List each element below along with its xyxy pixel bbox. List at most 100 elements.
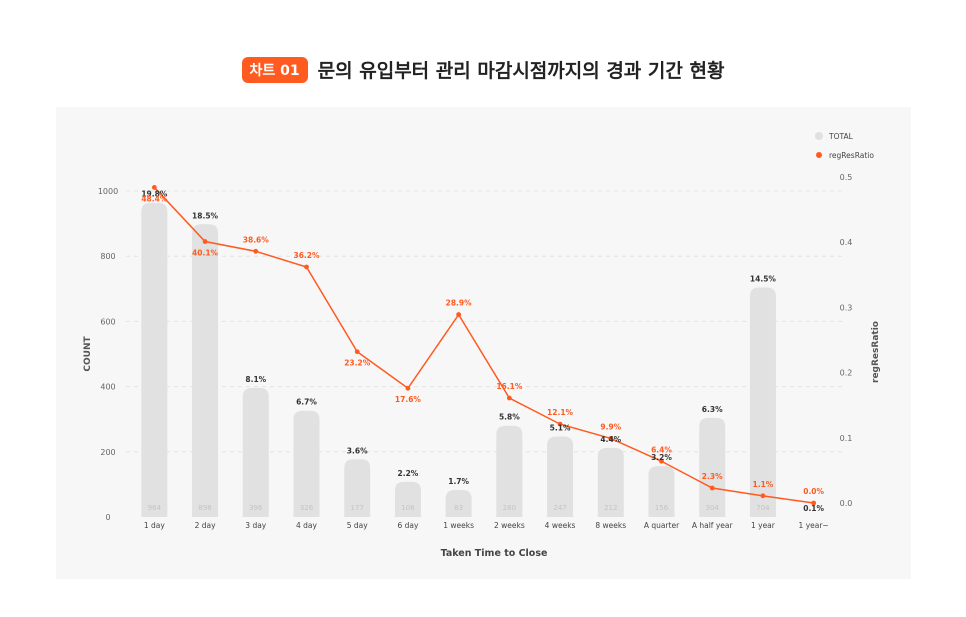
y-tick-label: 1000 <box>98 187 118 196</box>
bar-percent-label: 5.8% <box>499 413 520 422</box>
bar-value-label: 280 <box>503 504 516 512</box>
ratio-point <box>253 248 259 254</box>
bar-percent-label: 0.1% <box>803 504 824 513</box>
legend-label-ratio: regResRatio <box>829 151 874 160</box>
legend-marker-ratio <box>816 152 822 158</box>
x-tick-label: 2 day <box>195 521 217 530</box>
bar-value-label: 964 <box>148 504 162 512</box>
ratio-point <box>456 312 462 317</box>
y-tick-label: 200 <box>100 448 115 457</box>
bar <box>192 224 219 517</box>
label-layer: 964 19.8% 898 18.5% 396 8.1% 326 6.7% 177 3.6% 108… <box>141 190 824 513</box>
grid-layer <box>126 190 846 453</box>
chart-title: 문의 유입부터 관리 마감시점까지의 경과 기간 현황 <box>317 60 725 82</box>
ratio-label: 38.6% <box>243 235 270 244</box>
bar-value-label: 212 <box>604 504 617 512</box>
x-tick-label: 2 weeks <box>494 521 525 530</box>
bar-value-label: 177 <box>351 504 364 512</box>
y-tick-label: 800 <box>100 252 115 261</box>
y2-tick-label: 0.5 <box>840 173 853 182</box>
ratio-point <box>709 485 715 491</box>
bar <box>394 481 421 517</box>
ratio-point <box>151 185 157 190</box>
x-tick-label: 4 weeks <box>545 521 576 530</box>
x-tick-label: 8 weeks <box>595 521 626 530</box>
ratio-point <box>202 239 208 244</box>
bar-value-label: 108 <box>401 504 414 512</box>
bar <box>293 410 320 517</box>
legend-item-ratio: regResRatio <box>816 151 874 160</box>
bar-percent-label: 4.4% <box>600 435 621 444</box>
ratio-point <box>405 385 411 391</box>
combo-chart: 964 19.8% 898 18.5% 396 8.1% 326 6.7% 177 3.6% 108… <box>83 132 881 559</box>
ratio-label: 9.9% <box>600 422 621 431</box>
ratio-point <box>760 493 766 499</box>
ratio-label: 23.2% <box>344 359 371 368</box>
bar-value-label: 247 <box>553 504 566 512</box>
ratio-point <box>608 436 614 441</box>
chart-title-row: 차트 01 문의 유입부터 관리 마감시점까지의 경과 기간 현황 <box>0 56 966 83</box>
chart-number-badge: 차트 01 <box>241 56 308 83</box>
bar <box>496 425 523 517</box>
bar <box>141 202 168 517</box>
line-layer <box>151 185 817 506</box>
bar <box>597 447 624 517</box>
y-tick-label: 0 <box>105 513 110 522</box>
y2-tick-label: 0.4 <box>840 238 853 247</box>
bar-layer <box>141 202 776 517</box>
ratio-line <box>153 186 814 504</box>
ratio-label: 6.4% <box>651 445 672 454</box>
x-tick-label: 1 year~ <box>799 521 829 530</box>
ratio-label: 0.0% <box>803 487 824 496</box>
ratio-label: 48.4% <box>141 194 168 203</box>
x-tick-label: 1 weeks <box>443 521 474 530</box>
bar-value-label: 326 <box>300 504 314 512</box>
bar-percent-label: 14.5% <box>750 274 777 283</box>
x-axis-title: Taken Time to Close <box>441 548 548 559</box>
x-tick-label: 4 day <box>296 521 318 530</box>
bar <box>242 387 269 517</box>
bar-percent-label: 8.1% <box>245 375 266 384</box>
y-tick-label: 600 <box>100 317 115 326</box>
bar <box>445 489 472 517</box>
x-tick-label: 6 day <box>397 521 419 530</box>
legend-item-total: TOTAL <box>815 132 854 141</box>
ratio-label: 12.1% <box>547 408 574 417</box>
x-tick-label: A quarter <box>644 521 680 530</box>
ratio-label: 36.2% <box>293 251 320 260</box>
bar <box>648 466 675 517</box>
ratio-point <box>811 500 817 506</box>
y2-tick-label: 0.1 <box>840 434 853 443</box>
chart-panel: 964 19.8% 898 18.5% 396 8.1% 326 6.7% 177 3.6% 108… <box>56 107 911 579</box>
y2-axis-title: regResRatio <box>871 321 881 383</box>
ratio-label: 1.1% <box>753 480 774 489</box>
bar-percent-label: 2.2% <box>398 469 419 478</box>
bar <box>547 436 574 517</box>
bar-percent-label: 3.6% <box>347 446 368 455</box>
x-tick-label: 1 year <box>751 521 776 530</box>
legend[interactable]: TOTAL regResRatio <box>815 132 874 160</box>
bar-percent-label: 18.5% <box>192 211 219 220</box>
y2-tick-label: 0.0 <box>840 499 853 508</box>
legend-marker-total <box>815 132 823 140</box>
bar-value-label: 898 <box>198 504 211 512</box>
bar-percent-label: 5.1% <box>550 423 571 432</box>
axis-layer: 0 200 400 600 800 1000 0.0 0.1 0.2 0.3 0.4 0.5 COUNT… <box>83 173 881 559</box>
bar-value-label: 83 <box>454 504 463 512</box>
bar <box>749 287 776 517</box>
bar-value-label: 704 <box>756 504 770 512</box>
bar-percent-label: 1.7% <box>448 477 469 486</box>
ratio-point <box>506 395 512 401</box>
x-tick-label: A half year <box>692 521 734 530</box>
x-tick-label: 1 day <box>144 521 166 530</box>
ratio-point <box>557 421 563 427</box>
bar-value-label: 156 <box>655 504 669 512</box>
bar-percent-label: 19.8% <box>141 190 168 199</box>
ratio-label: 17.6% <box>395 395 422 404</box>
y-tick-label: 400 <box>100 383 115 392</box>
ratio-label: 2.3% <box>702 472 723 481</box>
legend-label-total: TOTAL <box>828 132 854 141</box>
bar <box>344 459 371 517</box>
y-axis-title: COUNT <box>83 336 93 372</box>
bar-value-label: 396 <box>249 504 263 512</box>
